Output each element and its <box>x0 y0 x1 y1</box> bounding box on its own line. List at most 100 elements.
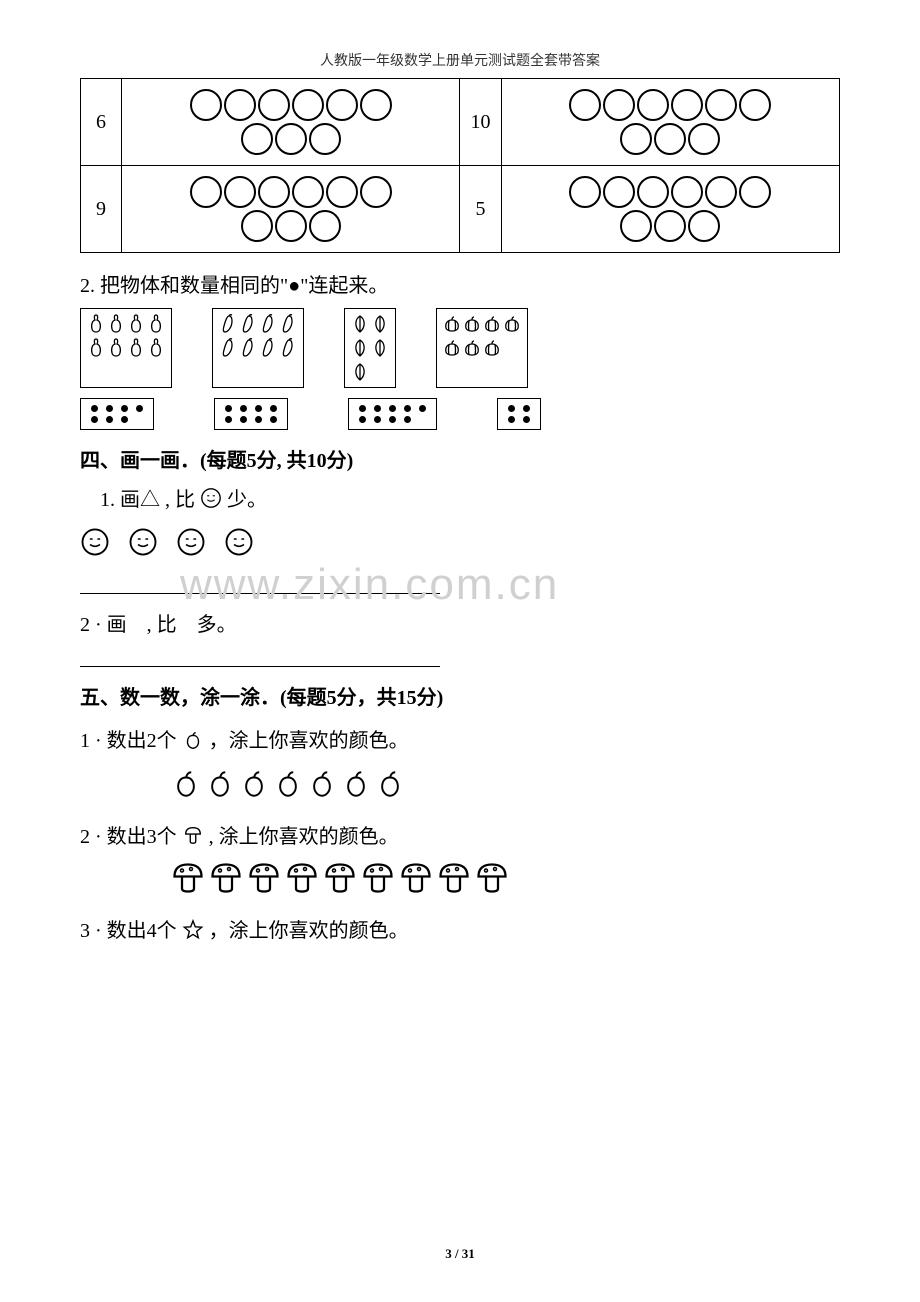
circle-shape <box>637 176 669 208</box>
circle-shape <box>671 89 703 121</box>
page-header: 人教版一年级数学上册单元测试题全套带答案 <box>80 50 840 70</box>
dot <box>270 416 277 423</box>
pepper-icon <box>259 313 277 335</box>
dot <box>91 405 98 412</box>
table-circles <box>501 79 840 166</box>
q1-suffix: ，涂上你喜欢的颜色。 <box>209 730 409 752</box>
dot <box>389 405 396 412</box>
picture-box <box>344 308 396 388</box>
circle-shape <box>224 89 256 121</box>
circle-shape <box>292 89 324 121</box>
dot-box <box>214 398 288 430</box>
smile-icon <box>176 527 206 562</box>
circle-shape <box>326 89 358 121</box>
circles-table: 6 10 9 5 <box>80 78 840 253</box>
apple-icon <box>182 729 204 757</box>
section4-q1: 1. 画△ , 比 少。 <box>100 483 840 515</box>
dot <box>255 405 262 412</box>
circle-shape <box>292 176 324 208</box>
table-circles <box>501 166 840 253</box>
circle-shape <box>603 176 635 208</box>
dot <box>508 405 515 412</box>
smile-row <box>80 527 840 562</box>
mushroom-icon <box>436 861 472 900</box>
pepper-icon <box>279 313 297 335</box>
leaf-icon <box>351 313 369 335</box>
apple-icon <box>306 767 338 806</box>
circle-shape <box>569 176 601 208</box>
table-num: 5 <box>460 166 501 253</box>
circle-shape <box>688 123 720 155</box>
dot <box>240 416 247 423</box>
q1-suffix: 少。 <box>227 489 267 511</box>
pepper-icon <box>259 337 277 359</box>
q1-prefix: 1. 画△ , 比 <box>100 489 195 511</box>
circle-shape <box>275 210 307 242</box>
mushroom-icon <box>182 825 204 851</box>
dot <box>225 416 232 423</box>
picture-box <box>80 308 172 388</box>
section4-title: 四、画一画．(每题5分, 共10分) <box>80 444 840 473</box>
gourd-icon <box>147 313 165 335</box>
dot <box>374 405 381 412</box>
pepper-icon <box>279 337 297 359</box>
gourd-icon <box>127 337 145 359</box>
pumpkin-icon <box>443 313 461 335</box>
smile-icon <box>128 527 158 562</box>
mushroom-icon <box>360 861 396 900</box>
dot <box>404 416 411 423</box>
circle-shape <box>224 176 256 208</box>
smile-icon <box>80 527 110 562</box>
apple-icon <box>170 767 202 806</box>
dot-box <box>348 398 437 430</box>
q3-suffix: ，涂上你喜欢的颜色。 <box>209 920 409 942</box>
table-num: 6 <box>81 79 122 166</box>
section5-q3: 3 · 数出4个 ，涂上你喜欢的颜色。 <box>80 914 840 946</box>
pumpkin-icon <box>483 313 501 335</box>
pepper-icon <box>219 313 237 335</box>
dot <box>359 405 366 412</box>
table-num: 9 <box>81 166 122 253</box>
q2-prefix: 2 · 数出3个 <box>80 826 177 848</box>
dot-box-row <box>80 398 840 430</box>
mushroom-icon <box>322 861 358 900</box>
leaf-icon <box>371 313 389 335</box>
smile-icon <box>200 487 222 515</box>
apple-icon <box>374 767 406 806</box>
circle-shape <box>654 210 686 242</box>
circle-shape <box>705 176 737 208</box>
circle-shape <box>705 89 737 121</box>
mushroom-icon <box>284 861 320 900</box>
dot <box>389 416 396 423</box>
leaf-icon <box>351 337 369 359</box>
circle-shape <box>258 89 290 121</box>
apple-icon <box>340 767 372 806</box>
section4-q2: 2 · 画 , 比 多。 <box>80 608 840 637</box>
pepper-icon <box>239 313 257 335</box>
dot <box>374 416 381 423</box>
circle-shape <box>360 176 392 208</box>
dot <box>270 405 277 412</box>
circle-shape <box>190 89 222 121</box>
dot <box>106 405 113 412</box>
gourd-icon <box>87 313 105 335</box>
dot <box>136 405 143 412</box>
dot <box>121 405 128 412</box>
apple-icon <box>204 767 236 806</box>
circle-shape <box>739 176 771 208</box>
leaf-icon <box>351 361 369 383</box>
circle-shape <box>241 123 273 155</box>
mushroom-row <box>170 861 840 900</box>
pepper-icon <box>239 337 257 359</box>
pumpkin-icon <box>483 337 501 359</box>
page-root: 人教版一年级数学上册单元测试题全套带答案 6 10 9 5 2. 把物体和数量相… <box>0 0 920 997</box>
pepper-icon <box>219 337 237 359</box>
pumpkin-icon <box>463 337 481 359</box>
mushroom-icon <box>398 861 434 900</box>
table-num: 10 <box>460 79 501 166</box>
dot <box>359 416 366 423</box>
section5-q1: 1 · 数出2个 ，涂上你喜欢的颜色。 <box>80 724 840 756</box>
dot <box>106 416 113 423</box>
circle-shape <box>688 210 720 242</box>
leaf-icon <box>371 337 389 359</box>
